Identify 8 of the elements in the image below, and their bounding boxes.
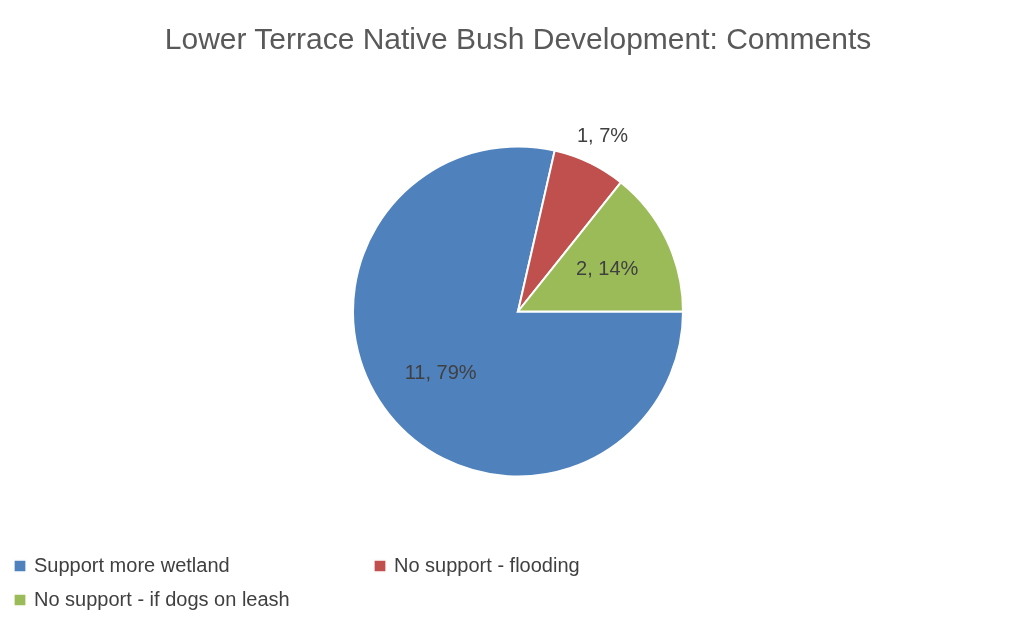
data-label: 2, 14% [576,256,639,279]
legend-label: No support - flooding [394,554,580,576]
pie-slice [352,145,684,478]
data-label: 1, 7% [576,124,629,147]
data-label: 11, 79% [404,361,477,384]
legend-label: No support - if dogs on leash [34,588,290,610]
chart-title: Lower Terrace Native Bush Development: Comments [164,22,872,55]
legend-label: Support more wetland [34,554,230,576]
